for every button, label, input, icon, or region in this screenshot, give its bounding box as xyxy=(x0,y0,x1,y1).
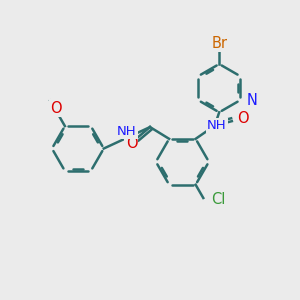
Text: O: O xyxy=(126,136,137,151)
Text: NH: NH xyxy=(117,125,137,138)
Text: O: O xyxy=(237,111,248,126)
Text: Br: Br xyxy=(211,36,227,51)
Text: N: N xyxy=(247,93,257,108)
Text: Cl: Cl xyxy=(211,192,225,207)
Text: O: O xyxy=(50,100,62,116)
Text: NH: NH xyxy=(207,119,227,132)
